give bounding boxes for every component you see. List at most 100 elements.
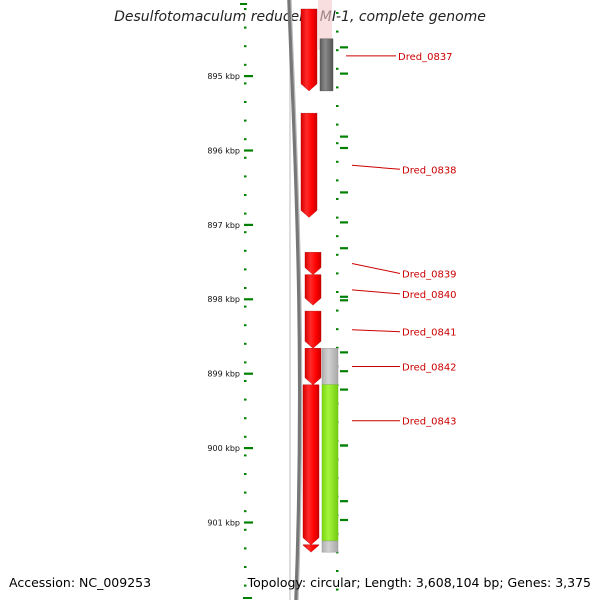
minor-tick-left — [244, 63, 247, 66]
summary-text: Topology: circular; Length: 3,608,104 bp… — [247, 575, 591, 590]
minor-tick-left — [244, 491, 247, 494]
major-tick-right — [340, 370, 348, 373]
minor-tick-right — [336, 160, 339, 163]
axis-label: 898 kbp — [207, 295, 240, 304]
minor-tick-right — [336, 123, 339, 126]
major-tick-right — [340, 295, 348, 298]
feature-light-gray — [321, 540, 339, 553]
gene-leader-line — [351, 289, 401, 295]
minor-tick-right — [336, 142, 339, 145]
minor-tick-left — [244, 231, 247, 234]
gene-arrow-forward — [300, 113, 318, 218]
gene-label: Dred_0843 — [402, 417, 457, 428]
gene-arrow-forward — [304, 252, 322, 275]
minor-tick-left — [244, 584, 247, 587]
minor-tick-left — [244, 324, 247, 327]
minor-tick-left — [244, 82, 247, 85]
major-tick-right — [340, 191, 348, 194]
gene-arrow-forward — [304, 274, 322, 306]
minor-tick-right — [336, 86, 339, 89]
major-tick-right — [340, 72, 348, 75]
genome-backbone-highlight — [290, 0, 303, 600]
minor-tick-left — [244, 473, 247, 475]
minor-tick-left — [244, 138, 247, 141]
gene-arrow-reverse — [319, 38, 334, 92]
major-tick-right — [340, 135, 348, 138]
minor-tick-right — [336, 67, 339, 70]
minor-tick-right — [336, 328, 339, 331]
minor-tick-left — [244, 194, 247, 196]
major-tick-right — [340, 299, 348, 302]
axis-label: 897 kbp — [207, 221, 240, 230]
minor-tick-left — [244, 417, 247, 420]
minor-tick-right — [336, 570, 339, 572]
axis-label: 895 kbp — [207, 72, 240, 81]
major-tick-right — [340, 518, 348, 522]
minor-tick-right — [336, 346, 339, 349]
minor-tick-left — [244, 510, 247, 513]
minor-tick-right — [336, 105, 339, 107]
minor-tick-right — [336, 253, 339, 256]
feature-light-gray — [321, 348, 339, 386]
major-tick-right — [340, 388, 348, 391]
major-tick — [244, 149, 253, 152]
major-tick — [240, 3, 247, 5]
major-tick — [244, 447, 253, 450]
axis-label: 900 kbp — [207, 444, 240, 453]
gene-leader-line — [351, 164, 401, 170]
major-tick-right — [340, 444, 348, 447]
minor-tick-left — [244, 119, 247, 122]
major-tick-right — [340, 500, 348, 503]
minor-tick-left — [244, 305, 247, 308]
major-tick-right — [340, 221, 348, 224]
minor-tick-left — [244, 249, 247, 252]
gene-leader-line — [351, 262, 401, 274]
gene-arrow-forward — [302, 384, 320, 545]
gene-label: Dred_0839 — [402, 269, 457, 280]
genome-title: Desulfotomaculum reducens MI-1, complete… — [114, 9, 486, 25]
minor-tick-right — [336, 179, 339, 182]
axis-label: 896 kbp — [207, 146, 240, 155]
feature-green — [321, 384, 339, 542]
minor-tick-left — [244, 8, 247, 10]
major-tick — [244, 75, 253, 78]
minor-tick-left — [244, 26, 247, 29]
gene-arrow-forward — [304, 310, 322, 349]
gene-label: Dred_0842 — [402, 363, 457, 374]
minor-tick-left — [244, 156, 247, 159]
minor-tick-right — [336, 235, 339, 238]
minor-tick-right — [336, 309, 339, 312]
minor-tick-right — [336, 49, 339, 52]
gene-leader-line — [351, 329, 401, 333]
minor-tick-right — [336, 30, 339, 33]
minor-tick-left — [244, 268, 247, 271]
minor-tick-left — [244, 175, 247, 178]
gene-label: Dred_0840 — [402, 290, 457, 301]
major-tick — [243, 597, 252, 599]
wrap-strip-top — [318, 0, 332, 50]
gene-label: Dred_0841 — [402, 328, 457, 339]
backbone-shadow — [289, 0, 291, 600]
minor-tick-left — [244, 342, 247, 345]
gene-arrow-forward — [300, 8, 318, 92]
minor-tick-right — [336, 272, 339, 275]
minor-tick-left — [244, 361, 247, 364]
major-tick — [244, 298, 253, 301]
gene-arrow-forward — [302, 544, 320, 553]
axis-label: 899 kbp — [207, 370, 240, 379]
major-tick-right — [340, 351, 348, 354]
gene-arrow-forward — [304, 348, 322, 386]
gene-label: Dred_0837 — [398, 52, 453, 63]
accession-text: Accession: NC_009253 — [9, 575, 152, 590]
major-tick — [244, 521, 253, 524]
minor-tick-left — [244, 566, 247, 568]
minor-tick-left — [244, 380, 247, 382]
minor-tick-left — [244, 547, 247, 550]
minor-tick-right — [336, 12, 339, 14]
major-tick — [244, 223, 253, 226]
minor-tick-left — [244, 528, 247, 531]
minor-tick-left — [244, 435, 247, 438]
minor-tick-right — [336, 291, 339, 293]
minor-tick-left — [244, 101, 247, 103]
